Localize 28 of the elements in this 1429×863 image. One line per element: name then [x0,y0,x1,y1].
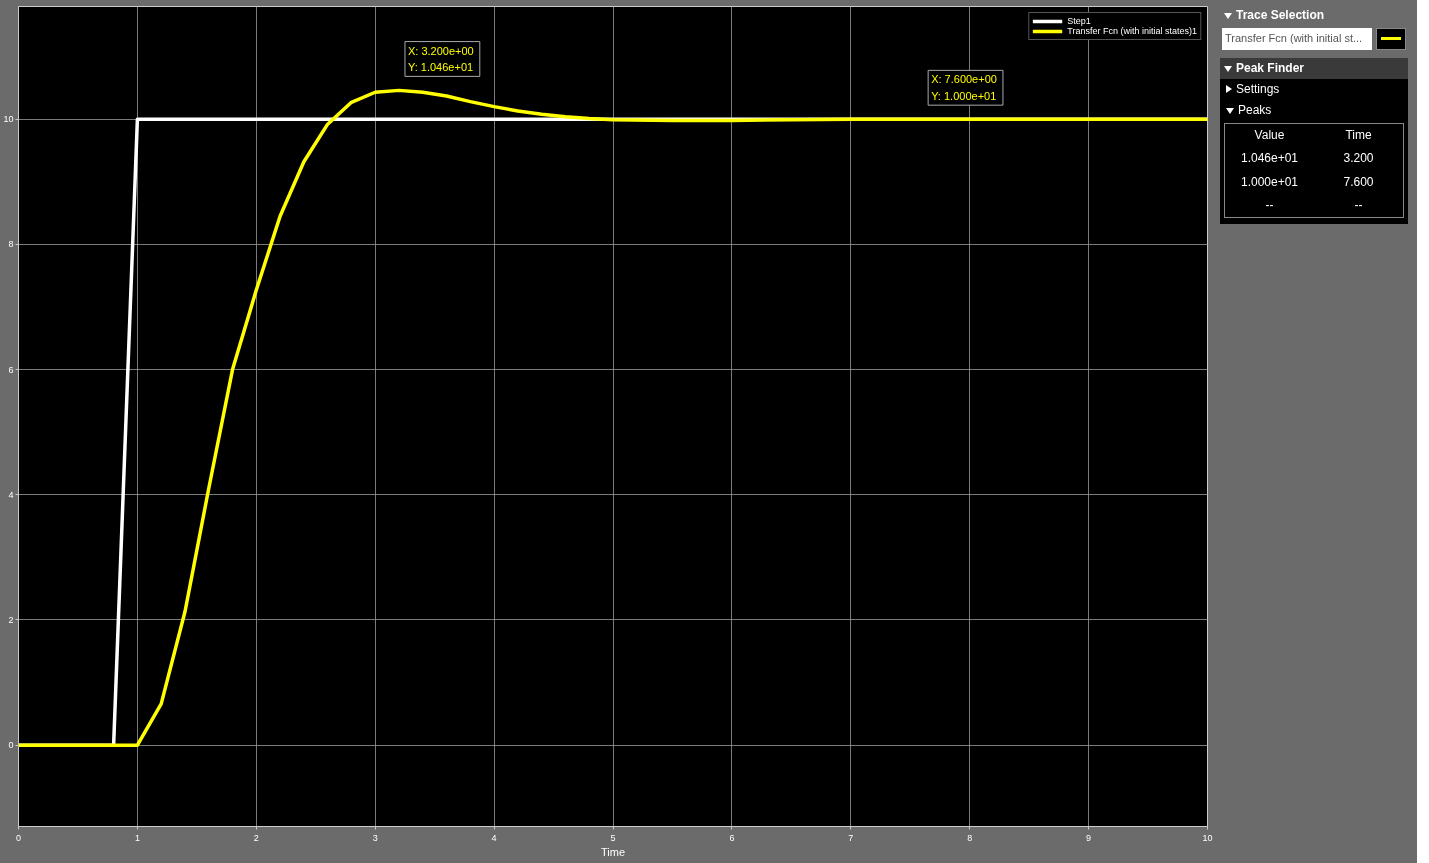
x-tick-label: 10 [1202,832,1213,843]
legend-label: Step1 [1067,16,1091,26]
x-tick-label: 8 [967,832,973,843]
y-tick-label: 6 [8,364,14,375]
y-tick-label: 2 [8,614,14,625]
annotation: X: 3.200e+00 Y: 1.046e+01 [407,44,474,74]
annotation: X: 7.600e+00 Y: 1.000e+01 [931,73,997,103]
x-tick-label: 6 [729,832,735,843]
y-tick-label: 0 [8,740,14,751]
text: Peak Finder [1220,57,1408,79]
x-tick-label: 5 [610,832,616,843]
y-tick-label: 8 [8,239,14,250]
x-axis-title: Time [600,845,626,858]
legend-label: Transfer Fcn (with initial states)1 [1067,26,1197,36]
x-tick-label: 3 [372,832,378,843]
text: Settings [1235,81,1281,98]
x-tick-label: 7 [848,832,854,843]
y-tick-label: 10 [3,114,14,125]
x-tick-label: 1 [134,832,140,843]
picture-table-frame: Value Time 1.046e+01 3.200 1.000e+01 7.600 -- -- [1224,123,1404,218]
text: Transfer Fcn (with initial st... [1222,28,1372,50]
x-tick-label: 9 [1086,832,1092,843]
x-tick-label: 4 [491,832,497,843]
text: Trace Selection [1235,7,1326,24]
x-tick-label: 2 [253,832,259,843]
text: Peaks [1237,102,1273,120]
x-tick-label: 0 [16,832,22,843]
y-tick-label: 4 [8,489,14,500]
